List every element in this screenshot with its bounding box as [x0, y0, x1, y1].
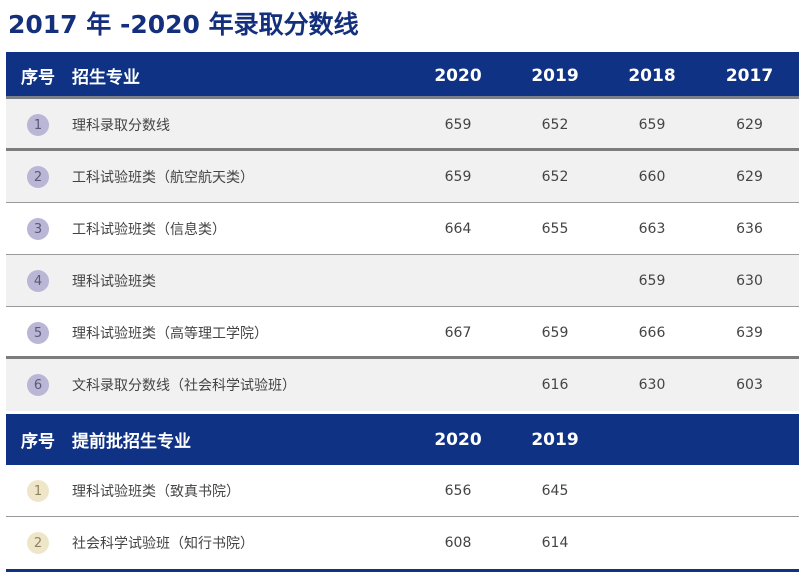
table-row: 3 工科试验班类（信息类） 664 655 663 636 [6, 203, 799, 255]
score-2020: 608 [444, 535, 472, 551]
major-name: 工科试验班类（航空航天类） [72, 170, 254, 186]
table-row: 2 工科试验班类（航空航天类） 659 652 660 629 [6, 151, 799, 203]
header-underline [6, 96, 799, 99]
score-2018: 659 [638, 273, 666, 289]
header-year-2020: 2020 [434, 429, 482, 450]
major-name: 理科试验班类（高等理工学院） [72, 326, 268, 342]
row-number-badge: 2 [27, 532, 49, 554]
table-row: 6 文科录取分数线（社会科学试验班） 616 630 603 [6, 359, 799, 411]
row-number-badge: 1 [27, 480, 49, 502]
score-2019: 652 [541, 169, 569, 185]
score-2018: 663 [638, 221, 666, 237]
row-divider [6, 306, 799, 307]
score-2019: 652 [541, 117, 569, 133]
score-2019: 614 [541, 535, 569, 551]
score-2017: 603 [736, 377, 763, 393]
header-major: 提前批招生专业 [72, 432, 191, 452]
header-year-2020: 2020 [434, 65, 482, 86]
major-name: 文科录取分数线（社会科学试验班） [72, 378, 296, 394]
score-2017: 629 [736, 169, 763, 185]
score-2019: 659 [541, 325, 569, 341]
major-name: 理科试验班类 [72, 274, 156, 290]
header-year-2019: 2019 [531, 429, 579, 450]
score-table-regular: 序号 招生专业 2020 2019 2018 2017 1 理科录取分数线 65… [6, 52, 799, 411]
major-name: 理科录取分数线 [72, 118, 170, 134]
score-2019 [506, 255, 604, 307]
score-2017: 630 [736, 273, 763, 289]
score-2020: 659 [444, 169, 472, 185]
header-year-2019: 2019 [531, 65, 579, 86]
row-divider [6, 254, 799, 255]
score-2020 [410, 359, 506, 411]
score-2018: 666 [638, 325, 666, 341]
row-number-badge: 1 [27, 114, 49, 136]
header-index: 序号 [21, 68, 55, 88]
table-row: 2 社会科学试验班（知行书院） 608 614 [6, 517, 799, 569]
row-divider [6, 516, 799, 517]
score-2018: 630 [638, 377, 666, 393]
score-2018: 660 [638, 169, 666, 185]
major-name: 社会科学试验班（知行书院） [72, 536, 254, 552]
row-divider [6, 356, 799, 359]
score-2020: 667 [444, 325, 472, 341]
table-row: 4 理科试验班类 659 630 [6, 255, 799, 307]
score-2019: 616 [541, 377, 569, 393]
major-name: 理科试验班类（致真书院） [72, 484, 240, 500]
score-2017: 629 [736, 117, 763, 133]
score-2019: 655 [541, 221, 569, 237]
page-title: 2017 年 -2020 年录取分数线 [8, 10, 359, 39]
row-divider [6, 202, 799, 203]
score-2017: 639 [736, 325, 763, 341]
header-index: 序号 [21, 432, 55, 452]
major-name: 工科试验班类（信息类） [72, 222, 226, 238]
score-2020: 664 [444, 221, 472, 237]
score-2020: 659 [444, 117, 472, 133]
row-number-badge: 3 [27, 218, 49, 240]
header-major: 招生专业 [72, 68, 140, 88]
table-row: 1 理科试验班类（致真书院） 656 645 [6, 465, 799, 517]
table-header: 序号 招生专业 2020 2019 2018 2017 [6, 52, 799, 99]
row-divider [6, 148, 799, 151]
header-year-2017: 2017 [725, 65, 774, 86]
table-row: 1 理科录取分数线 659 652 659 629 [6, 99, 799, 151]
score-2018: 659 [638, 117, 666, 133]
row-number-badge: 5 [27, 322, 49, 344]
table-bottom-rule [6, 569, 799, 572]
row-number-badge: 2 [27, 166, 49, 188]
score-2019: 645 [541, 483, 569, 499]
table-header: 序号 提前批招生专业 2020 2019 [6, 414, 799, 465]
score-2020 [410, 255, 506, 307]
row-number-badge: 6 [27, 374, 49, 396]
score-2017: 636 [736, 221, 763, 237]
score-table-early-batch: 序号 提前批招生专业 2020 2019 1 理科试验班类（致真书院） 656 … [6, 414, 799, 572]
score-2020: 656 [444, 483, 472, 499]
table-row: 5 理科试验班类（高等理工学院） 667 659 666 639 [6, 307, 799, 359]
header-year-2018: 2018 [628, 65, 676, 86]
row-number-badge: 4 [27, 270, 49, 292]
